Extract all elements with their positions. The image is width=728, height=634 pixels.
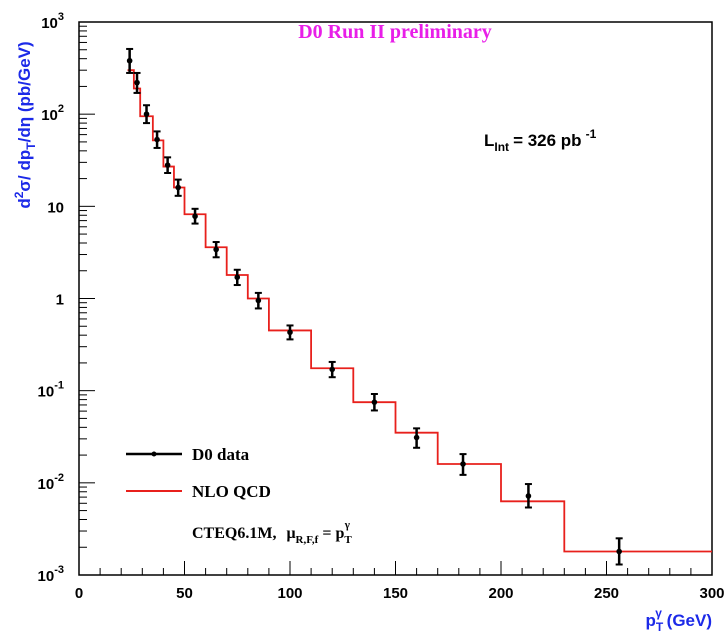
data-point (175, 184, 181, 191)
data-point (126, 57, 133, 64)
x-tick-label: 150 (383, 585, 408, 602)
data-point (143, 111, 150, 117)
data-point (154, 136, 160, 143)
y-tick-label: 10 (47, 199, 64, 216)
nlo-qcd-series (127, 69, 712, 553)
x-tick-labels: 0 50 100 150 200 250 300 (75, 585, 725, 602)
luminosity-label: LInt = 326 pb -1 (484, 127, 597, 154)
data-point (329, 366, 336, 373)
axis-ticks (78, 21, 713, 576)
y-tick-label: 103 (41, 11, 64, 32)
chart-title: D0 Run II preliminary (298, 21, 492, 43)
plot-frame (78, 21, 713, 576)
data-point (213, 246, 219, 253)
data-point (255, 297, 262, 304)
data-point (134, 79, 140, 86)
data-point (460, 461, 466, 467)
legend: D0 data NLO QCD CTEQ6.1M, μR,F,f = pTγ (126, 445, 352, 546)
legend-data-marker (151, 451, 157, 457)
legend-data-label: D0 data (192, 445, 250, 464)
svg-text:d2σ/ dpT/dη (pb/GeV): d2σ/ dpT/dη (pb/GeV) (12, 41, 38, 208)
y-tick-label: 10-2 (38, 472, 64, 493)
y-tick-label: 1 (56, 292, 64, 309)
data-point (287, 329, 293, 336)
data-point (371, 399, 378, 405)
data-point (192, 213, 198, 220)
y-tick-label: 10-1 (38, 380, 64, 401)
legend-pdf-label: CTEQ6.1M, μR,F,f = pTγ (192, 519, 352, 546)
d0-data-series (126, 47, 623, 566)
data-point (234, 274, 241, 281)
x-tick-label: 250 (594, 585, 619, 602)
x-axis-title: pTγ (GeV) (646, 606, 712, 634)
data-point (413, 434, 420, 441)
y-tick-labels: 10-3 10-2 10-1 1 10 102 103 (38, 11, 64, 585)
theory-histogram (127, 69, 712, 553)
y-axis-title: d2σ/ dpT/dη (pb/GeV) (12, 41, 38, 208)
legend-theory-label: NLO QCD (192, 482, 271, 501)
x-tick-label: 50 (176, 585, 193, 602)
x-tick-label: 300 (699, 585, 724, 602)
x-tick-label: 0 (75, 585, 83, 602)
data-point (525, 493, 532, 499)
y-tick-label: 102 (41, 103, 64, 124)
x-tick-label: 200 (488, 585, 513, 602)
data-point (616, 548, 622, 555)
y-tick-label: 10-3 (38, 564, 64, 585)
data-point (164, 162, 171, 168)
x-tick-label: 100 (277, 585, 302, 602)
